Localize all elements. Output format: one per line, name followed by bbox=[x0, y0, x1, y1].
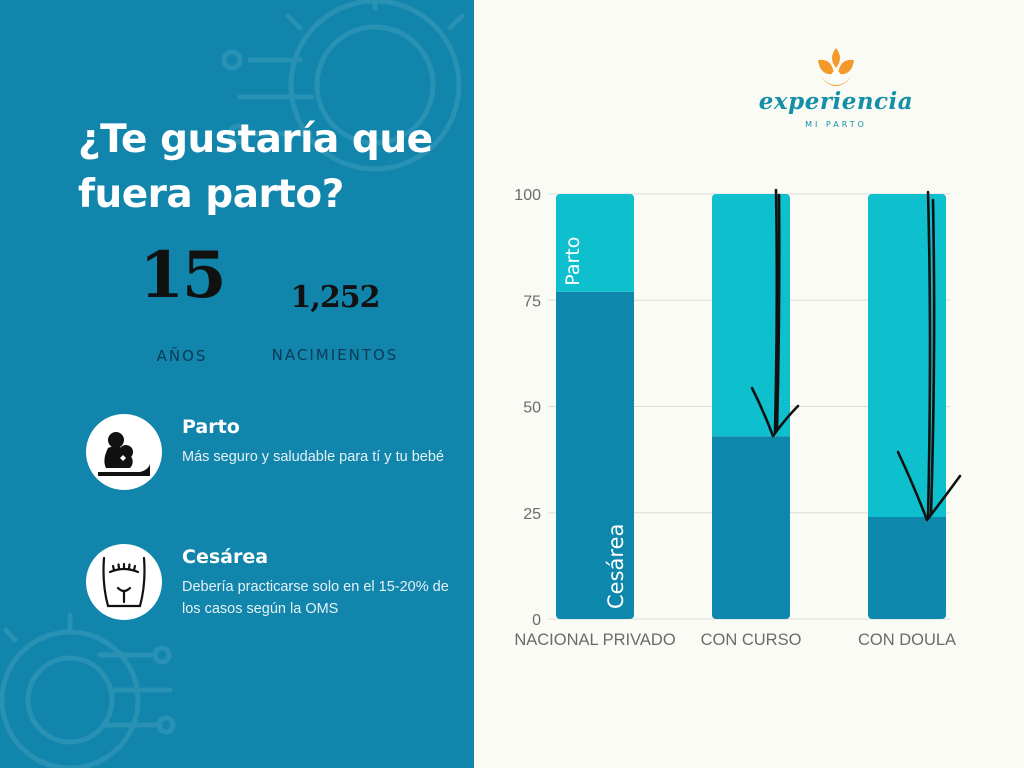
y-tick-label: 25 bbox=[523, 506, 541, 523]
x-tick-label: CON DOULA bbox=[858, 631, 956, 649]
stat-births-label: NACIMIENTOS bbox=[271, 346, 399, 364]
logo-subtitle: MI PARTO bbox=[805, 120, 867, 129]
stat-years-label: AÑOS bbox=[156, 347, 208, 365]
bar-cesrea-1 bbox=[556, 291, 634, 619]
logo: experiencia MI PARTO bbox=[756, 46, 916, 136]
stat-births-number: 1,252 bbox=[290, 280, 381, 315]
parto-description: Más seguro y saludable para tí y tu bebé bbox=[182, 449, 444, 465]
y-tick-label: 75 bbox=[523, 293, 541, 310]
series-label-parto: Parto bbox=[562, 237, 584, 286]
series-label-cesarea: Cesárea bbox=[604, 524, 628, 609]
y-tick-label: 50 bbox=[523, 400, 541, 417]
left-panel: ¿Te gustaría que fuera parto? 15 AÑOS 1,… bbox=[0, 0, 474, 768]
cesarea-title: Cesárea bbox=[182, 546, 269, 568]
bar-cesrea-3 bbox=[868, 517, 946, 619]
bar-cesrea-2 bbox=[712, 436, 790, 619]
gear-decoration-icon bbox=[0, 0, 465, 768]
parto-title: Parto bbox=[182, 416, 240, 438]
bar-parto-1 bbox=[556, 194, 634, 292]
mother-baby-icon bbox=[86, 414, 162, 490]
stat-years-number: 15 bbox=[139, 238, 226, 313]
cesarea-description: Debería practicarse solo en el 15-20% de… bbox=[182, 579, 449, 617]
x-tick-label: NACIONAL PRIVADO bbox=[514, 631, 676, 649]
flower-logo-icon bbox=[818, 48, 854, 86]
cesarean-belly-icon bbox=[86, 544, 162, 620]
headline: ¿Te gustaría que fuera parto? bbox=[78, 117, 433, 217]
y-tick-label: 100 bbox=[514, 187, 541, 204]
y-tick-label: 0 bbox=[532, 612, 541, 629]
arrow-con-curso bbox=[773, 188, 779, 434]
x-tick-label: CON CURSO bbox=[701, 631, 802, 649]
arrow-annotations bbox=[750, 188, 962, 522]
arrow-con-doula bbox=[926, 190, 932, 520]
logo-wordmark: experiencia bbox=[758, 88, 914, 115]
